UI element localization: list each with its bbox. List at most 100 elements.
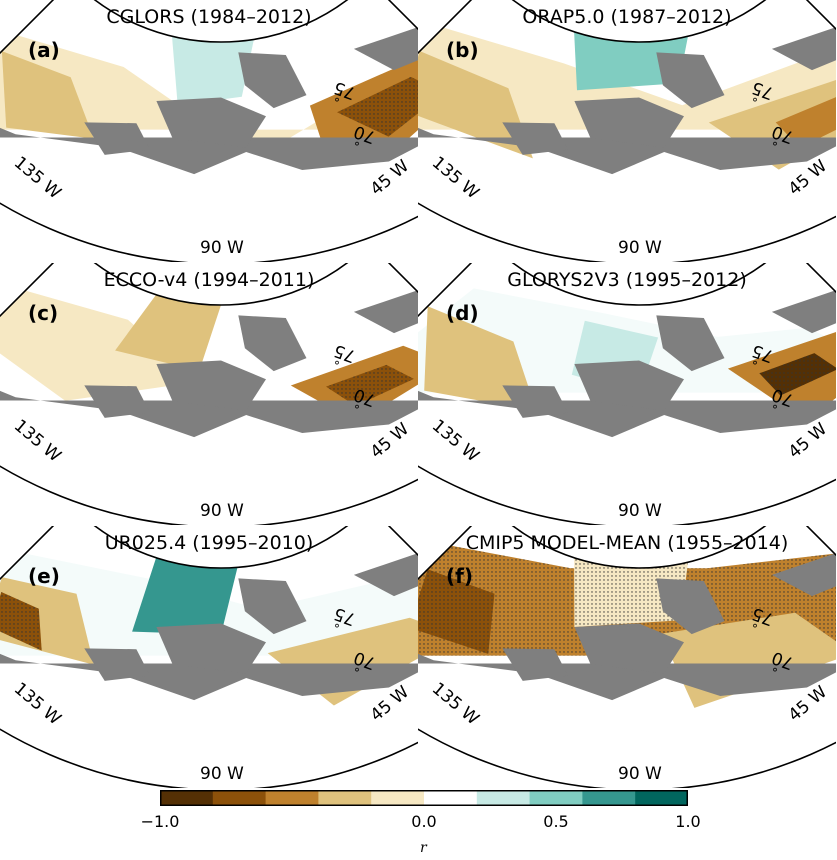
panel-title: UR025.4 (1995–2010) (104, 532, 314, 554)
significance-stipple (574, 557, 688, 627)
panel-label: (d) (446, 301, 479, 325)
land-mass-4 (771, 553, 836, 597)
land-mass-3 (84, 122, 150, 155)
panel-label: (a) (28, 38, 60, 62)
degree-symbol: ° (772, 140, 778, 154)
colorbar-swatch (635, 790, 689, 806)
degree-symbol: ° (354, 666, 360, 680)
correlation-field-1 (115, 294, 221, 371)
panel-label: (f) (446, 564, 473, 588)
degree-symbol: ° (772, 403, 778, 417)
correlation-field-1 (172, 36, 254, 106)
land-mass-1 (574, 360, 684, 411)
map-boundary (0, 526, 418, 788)
colorbar-swatch (529, 790, 583, 806)
significance-stipple (326, 364, 414, 406)
map-panel-f: CMIP5 MODEL-MEAN (1955–2014) (f) 135 W 90 W… (418, 526, 836, 788)
correlation-field-4 (775, 94, 836, 148)
lon-label-90w: 90 W (200, 238, 244, 258)
land-mass-4 (353, 290, 418, 334)
land-mass-1 (156, 360, 266, 411)
degree-symbol: ° (752, 359, 758, 373)
map-a (0, 0, 418, 262)
significance-stipple (418, 569, 495, 654)
land-mass-4 (771, 290, 836, 334)
map-panel-b: ORAP5.0 (1987–2012) (b) 135 W 90 W 45 W 75 70 °… (418, 0, 836, 262)
land-mass-2 (238, 578, 307, 635)
map-boundary (418, 0, 836, 262)
lon-label-90w: 90 W (200, 501, 244, 521)
map-boundary (0, 263, 418, 525)
colorbar-graphic (160, 790, 689, 806)
colorbar-label: r (420, 840, 427, 856)
colorbar-swatch (212, 790, 267, 806)
correlation-field-1 (132, 557, 238, 635)
land-mass-1 (574, 97, 684, 148)
panel-title: GLORYS2V3 (1995–2012) (507, 269, 747, 291)
map-b (418, 0, 836, 262)
map-c (0, 263, 418, 525)
panel-label: (e) (28, 564, 60, 588)
map-d (418, 263, 836, 525)
colorbar-swatch (424, 790, 478, 806)
colorbar-swatch (318, 790, 372, 806)
map-panel-c: ECCO-v4 (1994–2011) (c) 135 W 90 W 45 W 75 70 °… (0, 263, 418, 525)
correlation-field-2 (424, 306, 537, 411)
colorbar-swatch (160, 790, 214, 806)
significance-stipple (0, 592, 42, 651)
colorbar-swatch (582, 790, 636, 806)
map-boundary (418, 526, 836, 788)
land-mass-2 (656, 578, 725, 635)
panel-title: CMIP5 MODEL-MEAN (1955–2014) (465, 532, 789, 554)
land-mass-2 (656, 52, 725, 109)
map-panel-e: UR025.4 (1995–2010) (e) 135 W 90 W 45 W 75 70 °… (0, 526, 418, 788)
land-mass-4 (353, 27, 418, 71)
lon-label-90w: 90 W (200, 764, 244, 784)
colorbar-swatch (371, 790, 425, 806)
correlation-field-2 (1, 51, 94, 139)
panel-title: ORAP5.0 (1987–2012) (522, 6, 732, 28)
significance-stipple (759, 353, 836, 396)
land-mass-3 (84, 385, 150, 418)
colorbar-tick-label: 0.5 (543, 812, 569, 831)
land-mass-3 (502, 648, 568, 681)
map-boundary (418, 263, 836, 525)
land-mass-1 (574, 623, 684, 674)
colorbar-tick-label: 1.0 (675, 812, 701, 831)
colorbar-tick-label: 0.0 (411, 812, 437, 831)
degree-symbol: ° (334, 359, 340, 373)
map-f (418, 526, 836, 788)
degree-symbol: ° (354, 140, 360, 154)
land-mass-2 (238, 52, 307, 109)
degree-symbol: ° (752, 622, 758, 636)
panel-label: (c) (28, 301, 59, 325)
land-mass-4 (771, 27, 836, 71)
map-panel-d: GLORYS2V3 (1995–2012) (d) 135 W 90 W 45 W 75 7… (418, 263, 836, 525)
land-mass-2 (656, 315, 725, 372)
panel-label: (b) (446, 38, 479, 62)
land-mass-3 (502, 122, 568, 155)
colorbar (160, 790, 689, 806)
land-mass-2 (238, 315, 307, 372)
degree-symbol: ° (354, 403, 360, 417)
lon-label-90w: 90 W (618, 238, 662, 258)
lon-label-90w: 90 W (618, 764, 662, 784)
colorbar-swatch (265, 790, 319, 806)
map-e (0, 526, 418, 788)
degree-symbol: ° (752, 96, 758, 110)
lon-label-90w: 90 W (618, 501, 662, 521)
land-mass-3 (502, 385, 568, 418)
degree-symbol: ° (334, 96, 340, 110)
panel-title: ECCO-v4 (1994–2011) (103, 269, 315, 291)
land-mass-4 (353, 553, 418, 597)
degree-symbol: ° (772, 666, 778, 680)
correlation-field-0 (0, 290, 199, 401)
land-mass-1 (156, 97, 266, 148)
correlation-field-1 (574, 31, 688, 91)
map-boundary (0, 0, 418, 262)
colorbar-frame (160, 790, 688, 806)
map-panel-a: CGLORS (1984–2012) (a) 135 W 90 W 45 W 75 70 ° ° (0, 0, 418, 262)
land-mass-1 (156, 623, 266, 674)
colorbar-tick-label: −1.0 (140, 812, 180, 831)
colorbar-swatch (476, 790, 531, 806)
